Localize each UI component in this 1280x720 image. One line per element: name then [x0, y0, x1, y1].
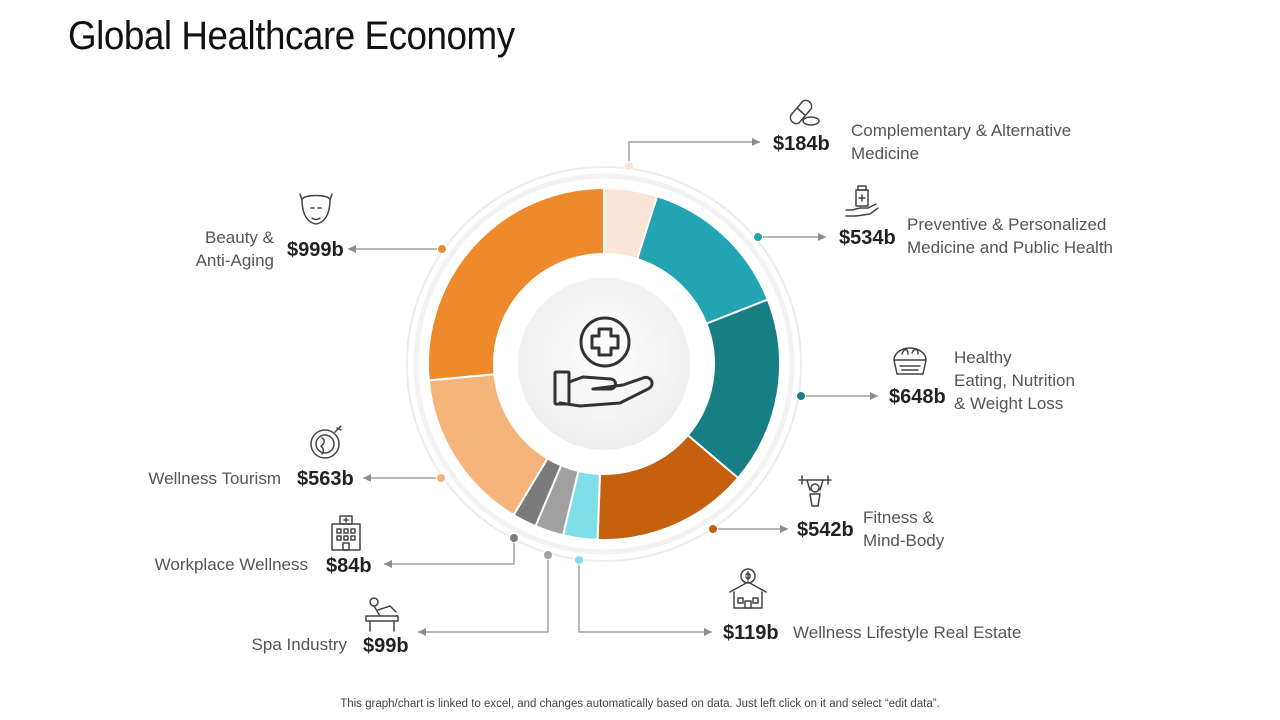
callouts: $184b Complementary & Alternative Medicine… — [148, 99, 1113, 657]
medical-care-hand-icon — [553, 316, 654, 408]
callout-wellness-tourism: $563b Wellness Tourism — [148, 425, 446, 490]
marker-dot — [509, 533, 519, 543]
office-building-icon — [331, 515, 361, 551]
value-label: $542b — [797, 519, 854, 541]
callout-wellness-lifestyle-real-estate: $119b Wellness Lifestyle Real Estate — [574, 555, 1021, 644]
house-dollar-icon — [729, 568, 767, 609]
footnote: This graph/chart is linked to excel, and… — [340, 698, 940, 710]
callout-fitness-and-mind-body: $542b Fitness & Mind-Body — [708, 475, 945, 550]
value-label: $184b — [773, 133, 830, 155]
globe-plane-icon — [310, 425, 342, 459]
callout-workplace-wellness: $84b Workplace Wellness — [155, 515, 519, 577]
marker-dot — [437, 244, 447, 254]
category-label: Wellness Lifestyle Real Estate — [793, 623, 1021, 642]
leader-line — [578, 560, 712, 633]
callout-beauty-and-anti-aging: $999b Beauty & Anti-Aging — [196, 193, 447, 270]
medicine-hand-icon — [845, 185, 879, 217]
value-label: $99b — [363, 635, 409, 657]
marker-dot — [796, 391, 806, 401]
callout-preventive-and-personalized-medicine-and-public-health: $534b Preventive & Personalized Medicine a… — [753, 185, 1113, 257]
category-label: Healthy Eating, Nutrition & Weight Loss — [954, 348, 1075, 413]
marker-dot — [436, 473, 446, 483]
callout-healthy-eating-nutrition-and-weight-loss: $648b Healthy Eating, Nutrition & Weight Lo… — [796, 347, 1075, 413]
marker-dot — [624, 161, 634, 171]
page-title: Global Healthcare Economy — [68, 14, 515, 58]
category-label: Spa Industry — [252, 635, 348, 654]
outer-ring — [406, 166, 802, 562]
leader-line — [384, 538, 515, 565]
category-label: Workplace Wellness — [155, 555, 308, 574]
outer-ring-inner — [413, 173, 795, 555]
marker-dot — [574, 555, 584, 565]
value-label: $563b — [297, 468, 354, 490]
weightlifting-icon — [798, 475, 832, 507]
marker-dot — [753, 232, 763, 242]
callout-complementary-and-alternative-medicine: $184b Complementary & Alternative Medicine — [624, 99, 1071, 171]
leader-line — [628, 141, 760, 166]
category-label: Fitness & Mind-Body — [863, 508, 945, 550]
category-label: Beauty & Anti-Aging — [196, 228, 275, 270]
value-label: $999b — [287, 239, 344, 261]
marker-dot — [708, 524, 718, 534]
value-label: $534b — [839, 227, 896, 249]
value-label: $84b — [326, 555, 372, 577]
category-label: Preventive & Personalized Medicine and Pu… — [907, 215, 1113, 257]
pills-icon — [789, 99, 820, 126]
spa-massage-icon — [365, 597, 399, 632]
category-label: Complementary & Alternative Medicine — [851, 121, 1071, 163]
callout-spa-industry: $99b Spa Industry — [252, 550, 553, 657]
marker-dot — [543, 550, 553, 560]
donut-segments — [427, 186, 781, 541]
segment-beauty-and-anti-aging[interactable] — [427, 186, 605, 382]
face-mask-icon — [299, 193, 333, 225]
category-label: Wellness Tourism — [148, 469, 281, 488]
center-disc-inner — [518, 278, 690, 450]
value-label: $119b — [723, 622, 779, 644]
leader-line — [418, 555, 549, 633]
food-basket-icon — [893, 347, 927, 375]
value-label: $648b — [889, 386, 946, 408]
